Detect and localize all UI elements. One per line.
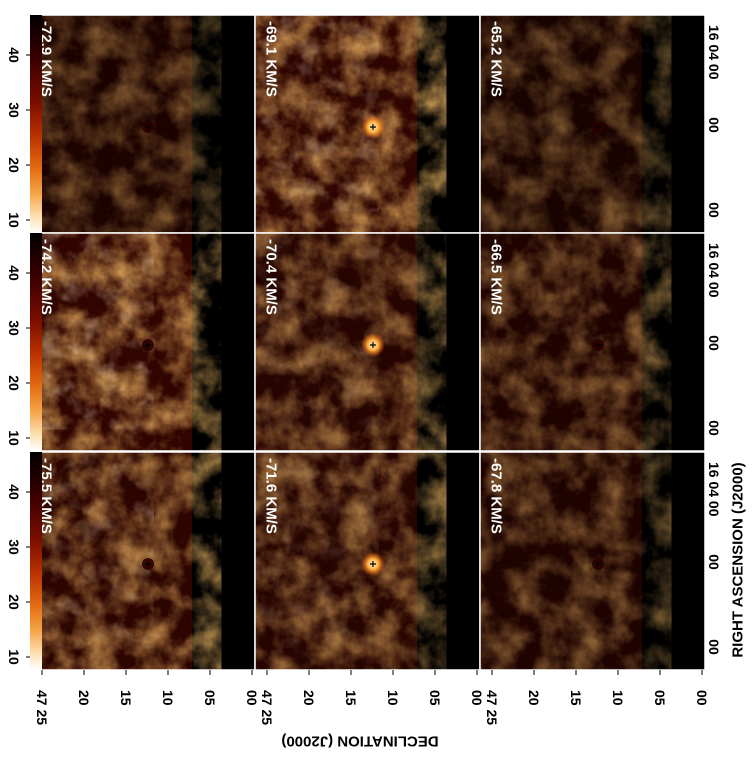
dec-tick-label: 47 25 bbox=[34, 690, 50, 725]
colorbar-tick-label: 10 bbox=[6, 649, 22, 665]
ra-tick-label: 16 04 00 bbox=[706, 25, 722, 80]
declination-axis-title: DECLINATION (J2000) bbox=[281, 733, 438, 750]
source-cross-marker bbox=[145, 342, 151, 348]
dec-axis: 47 25 20 15 10 05 00 bbox=[484, 670, 710, 725]
source-cross-marker bbox=[370, 342, 376, 348]
ra-axis: 16 04 00 00 00 bbox=[706, 25, 722, 218]
emission-cloud bbox=[30, 15, 222, 233]
source-cross-marker bbox=[595, 124, 601, 130]
source-cross-marker bbox=[595, 561, 601, 567]
velocity-label: -65.2 KM/S bbox=[488, 21, 505, 97]
emission-bright-core bbox=[255, 233, 379, 430]
velocity-label: -69.1 KM/S bbox=[263, 21, 280, 97]
dec-tick-label: 20 bbox=[76, 690, 92, 706]
dec-tick-label: 05 bbox=[427, 690, 443, 706]
colorbar-tick-label: 40 bbox=[6, 484, 22, 500]
emission-cloud bbox=[480, 233, 672, 451]
source-cross-marker bbox=[370, 561, 376, 567]
ra-tick-label: 16 04 00 bbox=[706, 462, 722, 517]
emission-cloud bbox=[480, 452, 672, 670]
velocity-label: -71.6 KM/S bbox=[263, 458, 280, 534]
colorbar: 10 20 30 40 bbox=[6, 452, 42, 670]
colorbar-tick-label: 10 bbox=[6, 430, 22, 446]
colorbar-tick-label: 30 bbox=[6, 539, 22, 555]
channel-panel: -70.4 KM/S bbox=[254, 232, 481, 452]
ra-axis: 16 04 00 00 00 bbox=[706, 462, 722, 655]
dec-tick-label: 05 bbox=[202, 690, 218, 706]
ra-tick-label: 00 bbox=[706, 420, 722, 436]
colorbar-tick-label: 30 bbox=[6, 102, 22, 118]
ra-tick-label: 00 bbox=[706, 117, 722, 133]
dec-tick-label: 10 bbox=[610, 690, 626, 706]
dec-tick-label: 10 bbox=[160, 690, 176, 706]
velocity-label: -70.4 KM/S bbox=[263, 239, 280, 315]
ra-tick-label: 00 bbox=[706, 335, 722, 351]
colorbar: 10 20 30 40 bbox=[6, 233, 42, 451]
channel-panel: -69.1 KM/S bbox=[254, 14, 481, 234]
ra-axis: 16 04 00 00 00 bbox=[706, 243, 722, 436]
dec-tick-label: 47 25 bbox=[259, 690, 275, 725]
colorbar: 10 20 30 40 bbox=[6, 15, 42, 233]
ra-tick-label: 00 bbox=[706, 202, 722, 218]
dec-axis: 47 25 20 15 10 05 00 bbox=[259, 670, 485, 725]
channel-panel: -71.6 KM/S bbox=[254, 451, 481, 671]
source-cross-marker bbox=[370, 124, 376, 130]
colorbar-tick-label: 40 bbox=[6, 47, 22, 63]
channel-panel: -66.5 KM/S bbox=[479, 232, 706, 452]
dec-tick-label: 20 bbox=[301, 690, 317, 706]
velocity-label: -66.5 KM/S bbox=[488, 239, 505, 315]
right-ascension-axis-title: RIGHT ASCENSION (J2000) bbox=[730, 462, 747, 657]
colorbar-tick-label: 20 bbox=[6, 157, 22, 173]
emission-bright-core bbox=[30, 452, 154, 649]
panel-border bbox=[479, 451, 706, 671]
colorbar-tick-label: 20 bbox=[6, 594, 22, 610]
ra-tick-label: 00 bbox=[706, 554, 722, 570]
panel-border bbox=[479, 232, 706, 452]
source-cross-marker bbox=[595, 342, 601, 348]
dec-tick-label: 15 bbox=[343, 690, 359, 706]
emission-bright-core bbox=[30, 233, 154, 430]
source-cross-marker bbox=[145, 124, 151, 130]
colorbar-gradient bbox=[30, 15, 42, 233]
colorbar-tick-label: 40 bbox=[6, 265, 22, 281]
emission-bright-core bbox=[255, 15, 379, 212]
channel-panel: -72.9 KM/S bbox=[29, 14, 256, 234]
dec-tick-label: 10 bbox=[385, 690, 401, 706]
ra-tick-label: 00 bbox=[706, 639, 722, 655]
dec-tick-label: 20 bbox=[526, 690, 542, 706]
source-cross-marker bbox=[145, 561, 151, 567]
colorbar-tick-label: 30 bbox=[6, 320, 22, 336]
dec-tick-label: 15 bbox=[568, 690, 584, 706]
colorbar-tick-label: 20 bbox=[6, 375, 22, 391]
dec-tick-label: 05 bbox=[652, 690, 668, 706]
dec-tick-label: 47 25 bbox=[484, 690, 500, 725]
ra-tick-label: 16 04 00 bbox=[706, 243, 722, 298]
channel-panel: -65.2 KM/S bbox=[479, 14, 706, 234]
dec-axis: 47 25 20 15 10 05 00 bbox=[34, 670, 260, 725]
colorbar-gradient bbox=[30, 233, 42, 451]
colorbar-tick-label: 10 bbox=[6, 212, 22, 228]
channel-panel: -67.8 KM/S bbox=[479, 451, 706, 671]
emission-bright-core bbox=[255, 452, 379, 649]
velocity-label: -67.8 KM/S bbox=[488, 458, 505, 534]
dec-tick-label: 00 bbox=[694, 690, 710, 706]
dec-tick-label: 00 bbox=[244, 690, 260, 706]
channel-panel: -74.2 KM/S bbox=[29, 232, 256, 452]
dec-tick-label: 00 bbox=[469, 690, 485, 706]
dec-tick-label: 15 bbox=[118, 690, 134, 706]
channel-panel: -75.5 KM/S bbox=[29, 451, 256, 671]
colorbar-gradient bbox=[30, 452, 42, 670]
emission-cloud bbox=[480, 15, 672, 233]
